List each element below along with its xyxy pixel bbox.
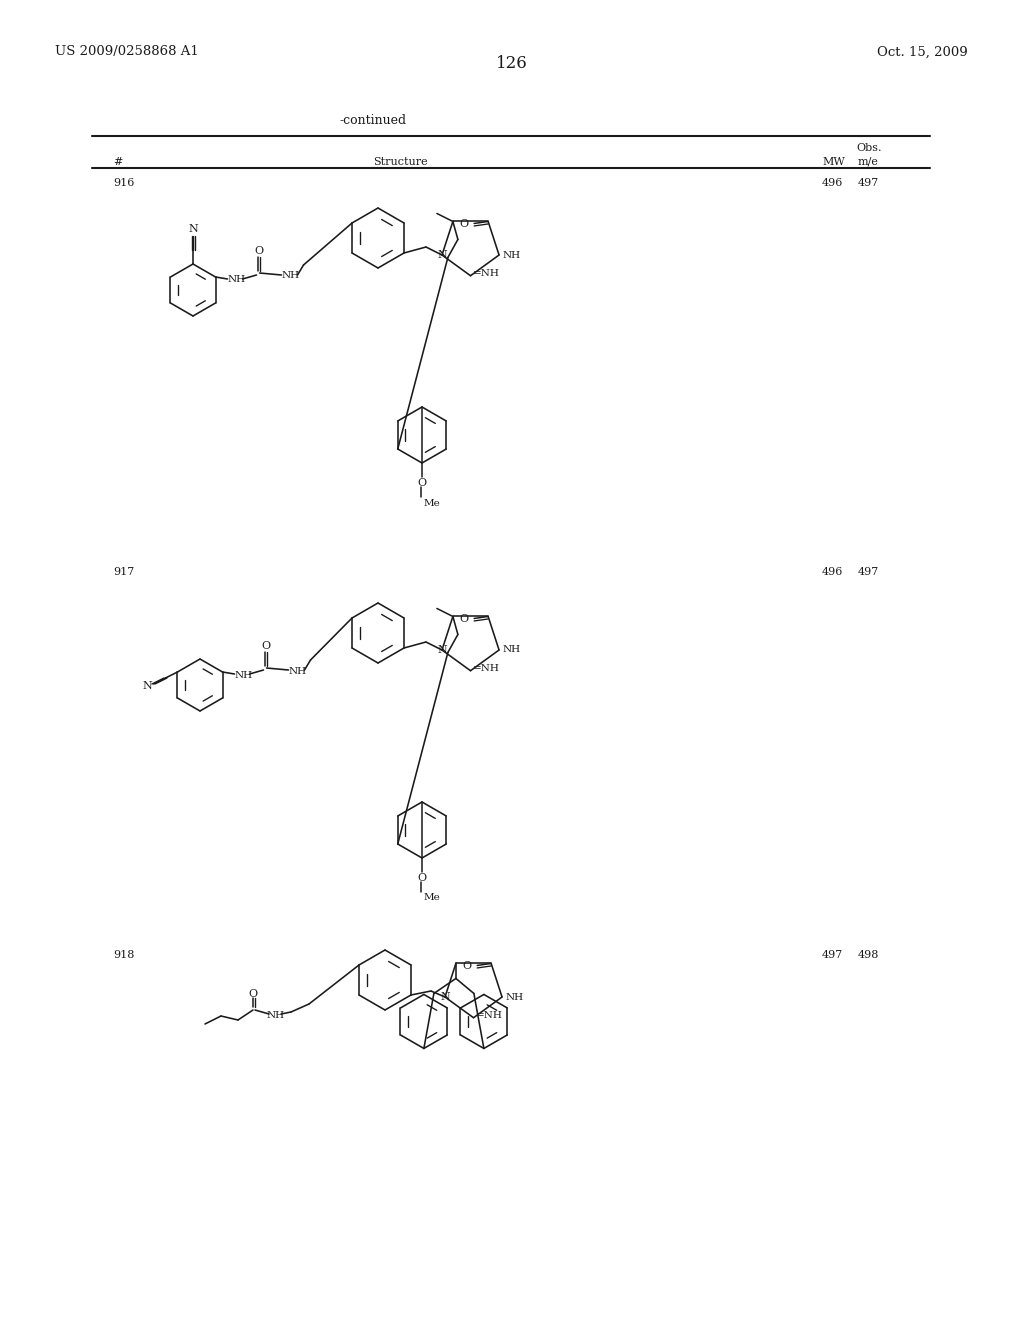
Text: NH: NH	[267, 1011, 285, 1019]
Text: N: N	[437, 645, 446, 655]
Text: =NH: =NH	[475, 1011, 503, 1020]
Text: 496: 496	[822, 178, 844, 187]
Text: O: O	[459, 614, 468, 624]
Text: N: N	[142, 681, 153, 690]
Text: N: N	[188, 224, 198, 234]
Text: O: O	[418, 478, 427, 488]
Text: MW: MW	[822, 157, 845, 168]
Text: 918: 918	[113, 950, 134, 960]
Text: 126: 126	[496, 54, 528, 71]
Text: N: N	[437, 249, 446, 260]
Text: 498: 498	[858, 950, 880, 960]
Text: 916: 916	[113, 178, 134, 187]
Text: NH: NH	[502, 251, 520, 260]
Text: 917: 917	[113, 568, 134, 577]
Text: O: O	[249, 989, 258, 999]
Text: 497: 497	[858, 178, 880, 187]
Text: O: O	[261, 642, 270, 651]
Text: NH: NH	[289, 667, 306, 676]
Text: Me: Me	[424, 499, 440, 507]
Text: m/e: m/e	[858, 157, 879, 168]
Text: 497: 497	[822, 950, 843, 960]
Text: O: O	[418, 873, 427, 883]
Text: O: O	[459, 219, 468, 230]
Text: Oct. 15, 2009: Oct. 15, 2009	[878, 45, 968, 58]
Text: US 2009/0258868 A1: US 2009/0258868 A1	[55, 45, 199, 58]
Text: #: #	[113, 157, 123, 168]
Text: NH: NH	[227, 276, 246, 285]
Text: =NH: =NH	[472, 664, 500, 673]
Text: N: N	[440, 993, 450, 1002]
Text: O: O	[254, 246, 263, 256]
Text: Structure: Structure	[373, 157, 427, 168]
Text: Me: Me	[424, 894, 440, 903]
Text: NH: NH	[502, 645, 520, 655]
Text: NH: NH	[234, 671, 253, 680]
Text: NH: NH	[505, 993, 523, 1002]
Text: 496: 496	[822, 568, 844, 577]
Text: 497: 497	[858, 568, 880, 577]
Text: =NH: =NH	[472, 269, 500, 279]
Text: O: O	[462, 961, 471, 972]
Text: Obs.: Obs.	[856, 143, 882, 153]
Text: -continued: -continued	[340, 114, 408, 127]
Text: NH: NH	[282, 272, 300, 281]
